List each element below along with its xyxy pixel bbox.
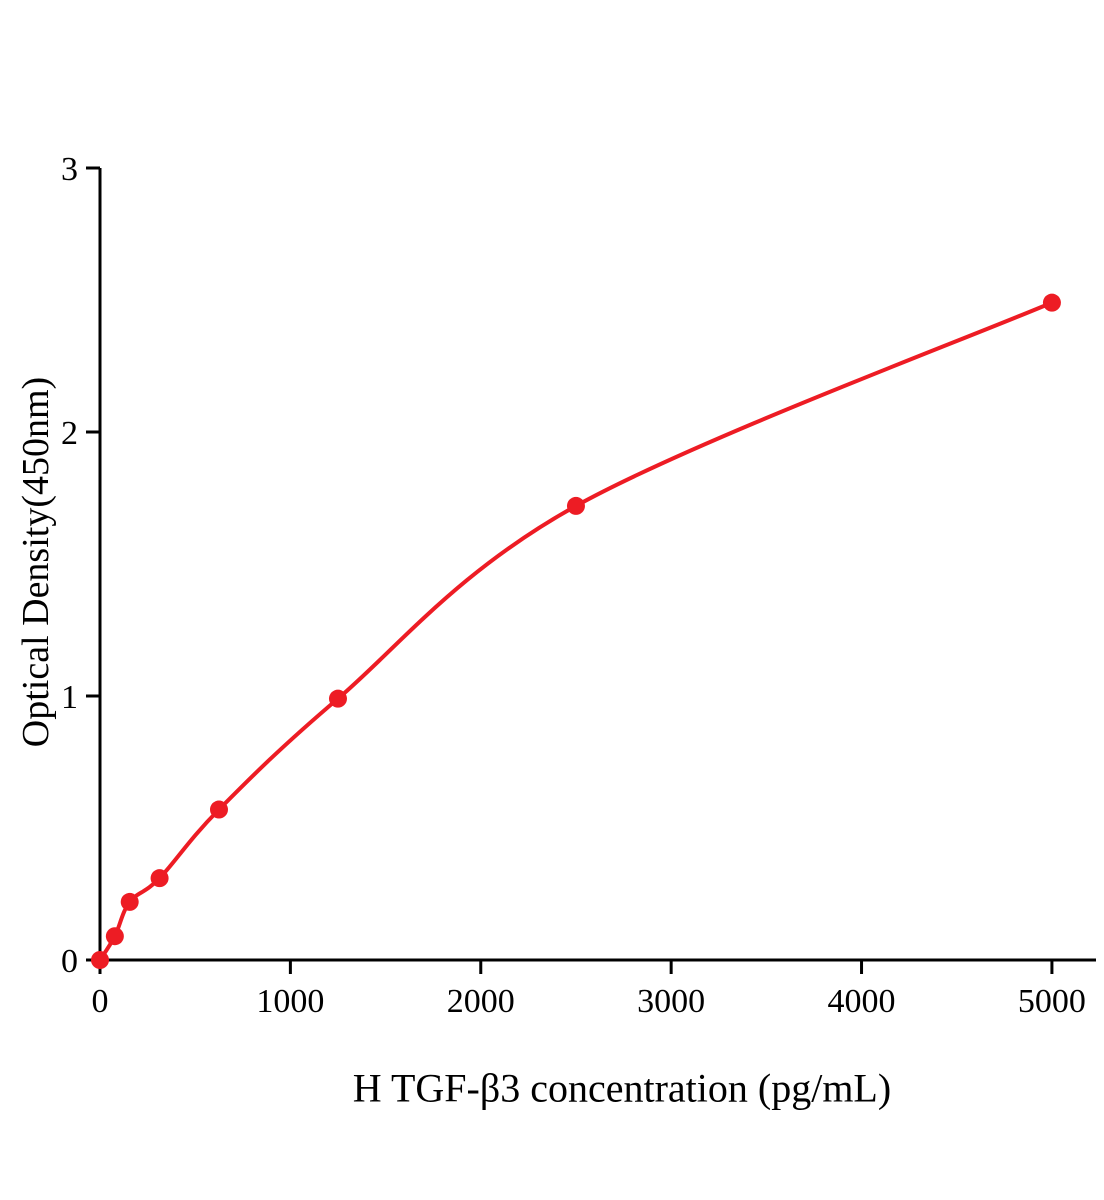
data-point-marker — [328, 689, 347, 708]
y-tick-label: 3 — [61, 151, 78, 188]
x-tick-label: 3000 — [637, 983, 705, 1020]
data-point-marker — [105, 927, 124, 946]
y-tick-label: 2 — [61, 415, 78, 452]
x-tick-label: 4000 — [828, 983, 896, 1020]
y-axis-title: Optical Density(450nm) — [15, 376, 57, 748]
data-point-marker — [566, 496, 585, 515]
x-tick-label: 5000 — [1018, 983, 1086, 1020]
data-point-marker — [1042, 293, 1061, 312]
x-tick-label: 1000 — [256, 983, 324, 1020]
data-point-marker — [209, 800, 228, 819]
standard-curve-line — [98, 300, 1054, 962]
x-tick-label: 0 — [92, 983, 109, 1020]
data-point-marker — [150, 869, 169, 888]
x-tick-label: 2000 — [447, 983, 515, 1020]
data-point-marker — [120, 892, 139, 911]
y-tick-label: 0 — [61, 943, 78, 980]
data-point-marker — [91, 951, 109, 969]
x-axis-title: H TGF-β3 concentration (pg/mL) — [352, 1065, 892, 1111]
y-tick-label: 1 — [61, 679, 78, 716]
